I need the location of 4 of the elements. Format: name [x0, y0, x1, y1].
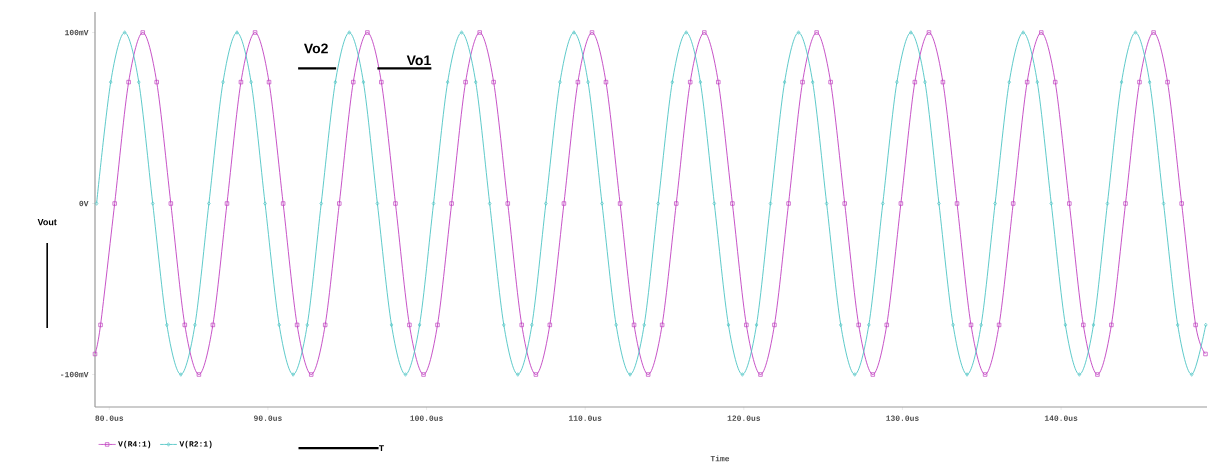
y-axis-title: Vout — [37, 219, 57, 226]
annotation: Vo2 — [303, 43, 328, 54]
text: T — [379, 445, 384, 452]
annotation: Vo1 — [406, 55, 431, 66]
